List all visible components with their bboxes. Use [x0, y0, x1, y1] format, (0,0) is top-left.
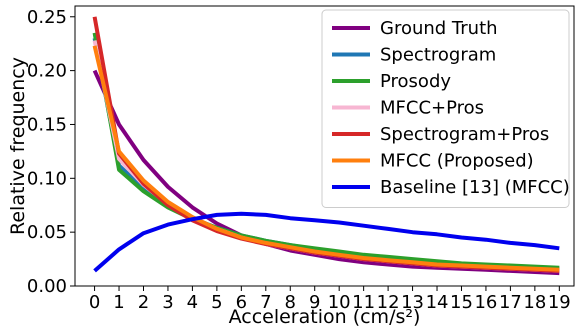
x-tick-label: 8	[285, 292, 296, 313]
x-tick-label: 15	[450, 292, 473, 313]
y-tick-label: 0.00	[27, 276, 67, 297]
legend: Ground Truth Spectrogram Prosody MFCC+Pros S…	[321, 9, 570, 208]
y-tick-label: 0.25	[27, 7, 67, 28]
x-tick-label: 1	[113, 292, 124, 313]
series-line-5	[92, 45, 560, 272]
x-tick-label: 4	[187, 292, 198, 313]
x-tick-label: 16	[474, 292, 497, 313]
plot-frame	[74, 5, 575, 287]
axes: 0 1 2 3 4 5 6 7 8 9 10 11 12 13 14 15 16 17 18 190.000.050.…	[27, 5, 575, 313]
y-tick-label: 0.10	[27, 168, 67, 189]
x-tick-label: 11	[352, 292, 375, 313]
x-tick-label: 7	[260, 292, 271, 313]
x-tick-label: 12	[377, 292, 400, 313]
x-tick-label: 18	[523, 292, 546, 313]
legend-label-2: Prosody	[380, 71, 451, 92]
y-tick-label: 0.20	[27, 61, 67, 82]
x-axis-label: Acceleration (cm/s²)	[229, 306, 421, 328]
x-tick-label: 17	[499, 292, 522, 313]
legend-label-0: Ground Truth	[380, 18, 498, 39]
x-tick-label: 10	[328, 292, 351, 313]
x-tick-label: 19	[548, 292, 571, 313]
x-tick-label: 3	[162, 292, 173, 313]
x-tick-label: 6	[236, 292, 247, 313]
legend-label-1: Spectrogram	[380, 45, 496, 66]
legend-box	[321, 9, 570, 208]
series-line-6	[93, 211, 560, 273]
x-tick-label: 2	[138, 292, 149, 313]
x-tick-label: 14	[426, 292, 449, 313]
legend-label-5: MFCC (Proposed)	[380, 151, 534, 172]
x-tick-label: 0	[89, 292, 100, 313]
y-tick-label: 0.05	[27, 222, 67, 243]
x-tick-label: 13	[401, 292, 424, 313]
y-tick-label: 0.15	[27, 114, 67, 135]
legend-label-3: MFCC+Pros	[380, 98, 484, 119]
legend-label-6: Baseline [13] (MFCC)	[380, 177, 570, 198]
series-line-0	[92, 69, 560, 276]
legend-label-4: Spectrogram+Pros	[380, 124, 549, 145]
x-tick-label: 9	[309, 292, 320, 313]
plot-area	[92, 16, 560, 276]
y-axis-label: Relative frequency	[7, 57, 29, 235]
x-tick-label: 5	[211, 292, 222, 313]
